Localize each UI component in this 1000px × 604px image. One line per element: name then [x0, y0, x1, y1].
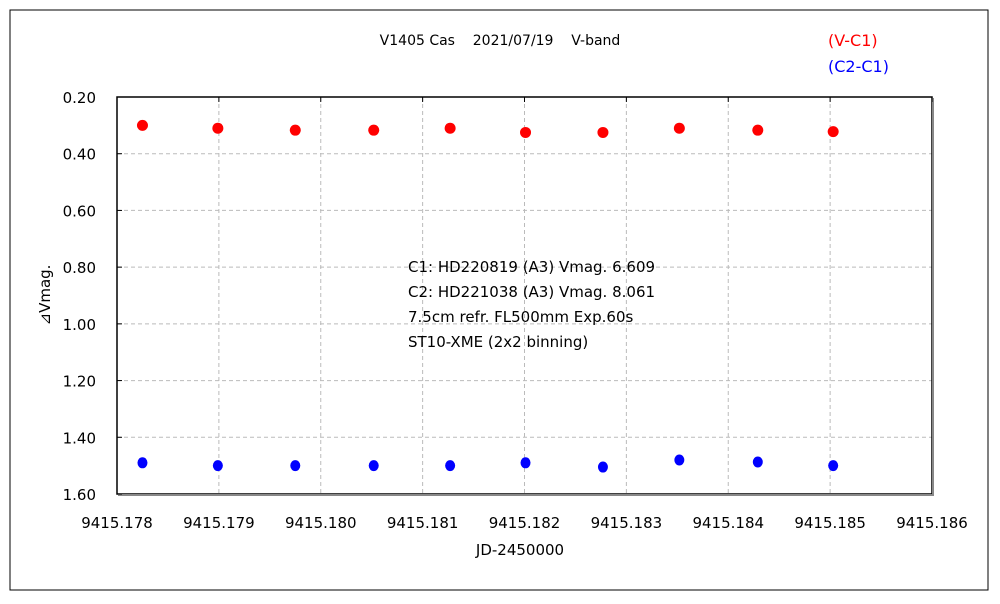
y-axis-label: ⊿Vmag.: [36, 265, 54, 326]
y-tick-label: 0.80: [63, 259, 96, 277]
x-tick-label: 9415.178: [81, 514, 153, 532]
v-c1-point: [752, 124, 764, 136]
y-tick-label: 1.20: [63, 373, 96, 391]
c2-c1-point: [828, 460, 839, 472]
c2-c1-point: [597, 461, 608, 473]
y-tick-label: 0.20: [63, 89, 96, 107]
y-tick-label: 1.40: [63, 429, 96, 447]
v-c1-point: [368, 124, 380, 136]
v-c1-point: [597, 126, 609, 138]
x-tick-label: 9415.180: [285, 514, 357, 532]
y-tick-label: 1.60: [63, 486, 96, 504]
c2-c1-point: [368, 460, 379, 472]
c2-c1-point: [445, 460, 456, 472]
c2-c1-point: [137, 457, 148, 469]
v-c1-point: [444, 122, 456, 134]
annotation-c1: C1: HD220819 (A3) Vmag. 6.609: [408, 258, 655, 276]
v-c1-point: [520, 126, 532, 138]
y-tick-label: 1.00: [63, 316, 96, 334]
x-tick-label: 9415.182: [489, 514, 561, 532]
v-c1-point: [136, 119, 148, 131]
v-c1-point: [673, 122, 685, 134]
legend-c2-c1: (C2-C1): [828, 57, 889, 76]
x-tick-label: 9415.186: [896, 514, 968, 532]
x-tick-label: 9415.181: [387, 514, 459, 532]
y-tick-label: 0.40: [63, 146, 96, 164]
x-tick-label: 9415.185: [794, 514, 866, 532]
chart-title: V1405 Cas 2021/07/19 V-band: [380, 33, 621, 49]
v-c1-point: [212, 122, 224, 134]
v-c1-point: [827, 126, 839, 138]
legend-v-c1: (V-C1): [828, 31, 878, 50]
x-tick-label: 9415.184: [692, 514, 764, 532]
v-c1-point: [289, 124, 301, 136]
c2-c1-point: [674, 454, 685, 466]
annotation-camera: ST10-XME (2x2 binning): [408, 333, 588, 351]
x-tick-label: 9415.183: [591, 514, 663, 532]
annotation-c2: C2: HD221038 (A3) Vmag. 8.061: [408, 283, 655, 301]
c2-c1-point: [520, 457, 531, 469]
annotation-telescope: 7.5cm refr. FL500mm Exp.60s: [408, 308, 633, 326]
x-axis-label: JD-2450000: [475, 541, 564, 559]
y-tick-label: 0.60: [63, 202, 96, 220]
x-tick-label: 9415.179: [183, 514, 255, 532]
c2-c1-point: [290, 460, 301, 472]
c2-c1-point: [752, 456, 763, 468]
c2-c1-point: [212, 460, 223, 472]
